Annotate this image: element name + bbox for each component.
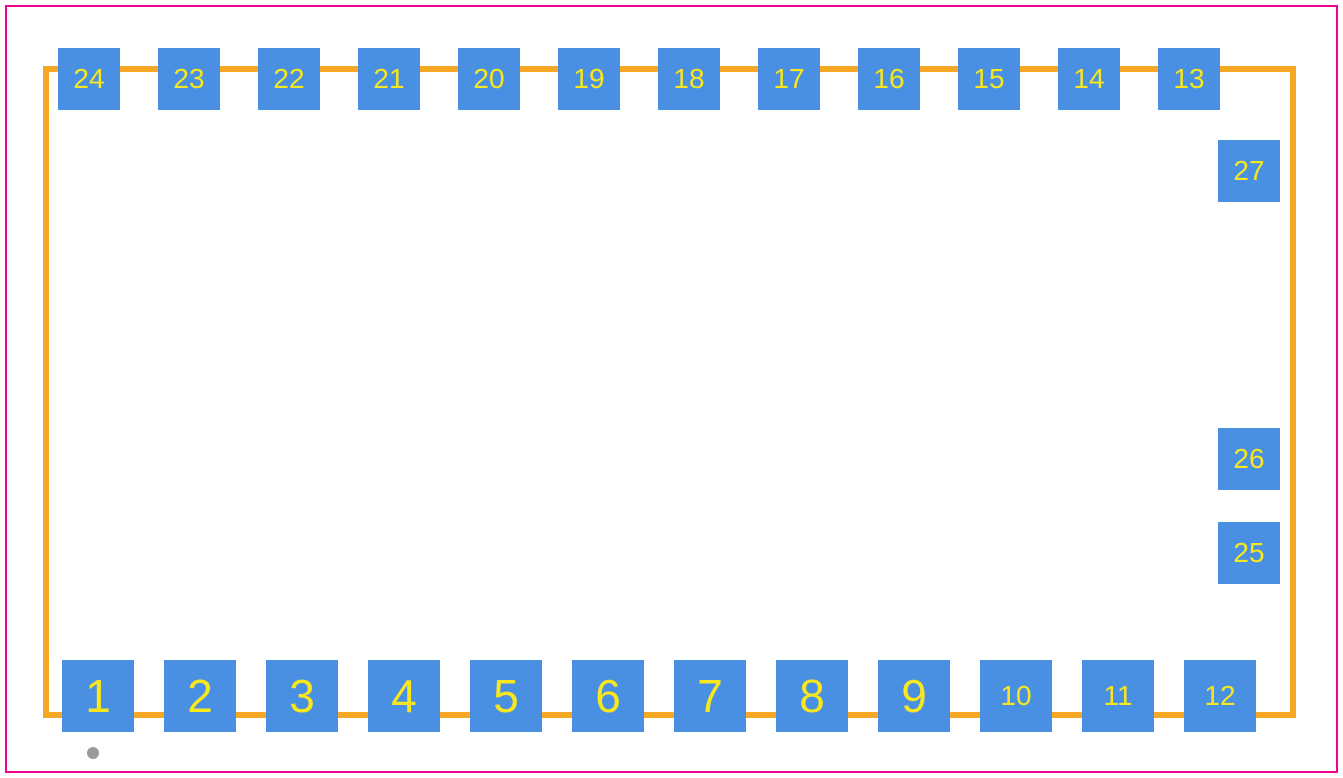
pad-24: 24 (58, 48, 120, 110)
pad-label: 9 (901, 673, 927, 719)
pad-19: 19 (558, 48, 620, 110)
pad-21: 21 (358, 48, 420, 110)
pad-10: 10 (980, 660, 1052, 732)
pad-label: 24 (73, 65, 104, 93)
pad-label: 14 (1073, 65, 1104, 93)
pad-label: 15 (973, 65, 1004, 93)
pad-18: 18 (658, 48, 720, 110)
pad-26: 26 (1218, 428, 1280, 490)
pad-13: 13 (1158, 48, 1220, 110)
pad-label: 7 (697, 673, 723, 719)
pin1-marker (87, 747, 99, 759)
pcb-footprint-canvas: 1234567891011122423222120191817161514132… (0, 0, 1343, 778)
pad-11: 11 (1082, 660, 1154, 732)
pad-label: 11 (1103, 682, 1132, 710)
pad-6: 6 (572, 660, 644, 732)
pad-label: 2 (187, 673, 213, 719)
pad-label: 20 (473, 65, 504, 93)
pad-label: 4 (391, 673, 417, 719)
pad-9: 9 (878, 660, 950, 732)
pad-label: 10 (1000, 682, 1031, 710)
pad-label: 6 (595, 673, 621, 719)
pad-16: 16 (858, 48, 920, 110)
pad-label: 12 (1204, 682, 1235, 710)
package-outline (43, 66, 1296, 718)
pad-14: 14 (1058, 48, 1120, 110)
pad-12: 12 (1184, 660, 1256, 732)
pad-2: 2 (164, 660, 236, 732)
pad-22: 22 (258, 48, 320, 110)
pad-1: 1 (62, 660, 134, 732)
pad-label: 18 (673, 65, 704, 93)
pad-8: 8 (776, 660, 848, 732)
pad-label: 22 (273, 65, 304, 93)
pad-label: 3 (289, 673, 315, 719)
pad-27: 27 (1218, 140, 1280, 202)
pad-label: 1 (85, 673, 111, 719)
pad-label: 19 (573, 65, 604, 93)
pad-label: 17 (773, 65, 804, 93)
pad-20: 20 (458, 48, 520, 110)
pad-17: 17 (758, 48, 820, 110)
pad-label: 13 (1173, 65, 1204, 93)
pad-label: 25 (1233, 539, 1264, 567)
pad-15: 15 (958, 48, 1020, 110)
pad-label: 16 (873, 65, 904, 93)
pad-label: 21 (373, 65, 404, 93)
pad-25: 25 (1218, 522, 1280, 584)
pad-label: 23 (173, 65, 204, 93)
pad-23: 23 (158, 48, 220, 110)
pad-label: 8 (799, 673, 825, 719)
pad-5: 5 (470, 660, 542, 732)
pad-4: 4 (368, 660, 440, 732)
pad-label: 5 (493, 673, 519, 719)
pad-label: 26 (1233, 445, 1264, 473)
pad-7: 7 (674, 660, 746, 732)
pad-3: 3 (266, 660, 338, 732)
pad-label: 27 (1233, 157, 1264, 185)
